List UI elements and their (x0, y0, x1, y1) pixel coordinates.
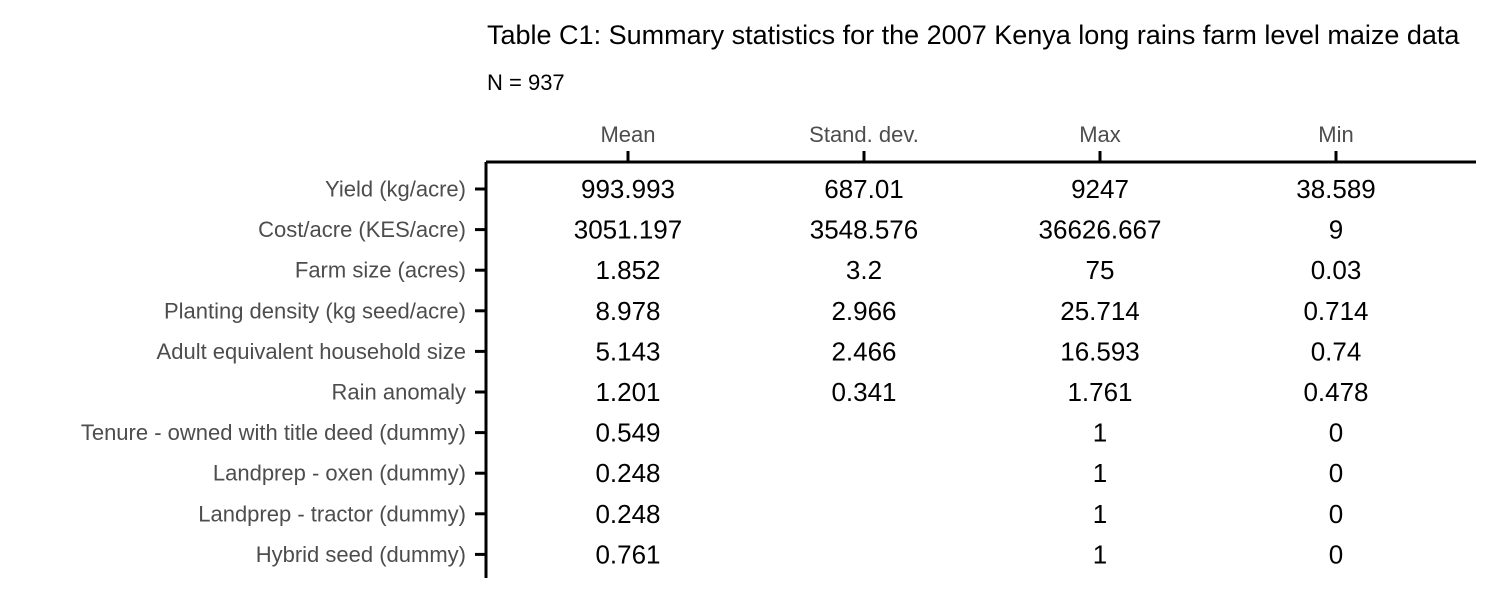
table-cell: 25.714 (1060, 296, 1140, 326)
column-label: Mean (600, 122, 655, 147)
table-cell: 3548.576 (810, 215, 918, 245)
table-cell: 993.993 (581, 174, 675, 204)
table-axes (475, 151, 1476, 578)
table-cell: 5.143 (595, 336, 660, 366)
table-cell: 3051.197 (574, 215, 682, 245)
row-label: Hybrid seed (dummy) (256, 542, 466, 567)
row-label: Landprep - tractor (dummy) (198, 501, 466, 526)
table-cell: 0.714 (1303, 296, 1368, 326)
column-label: Min (1318, 122, 1353, 147)
row-label: Yield (kg/acre) (325, 177, 466, 202)
table-cell: 1.201 (595, 377, 660, 407)
table-cell: 1 (1093, 458, 1107, 488)
table-cell: 3.2 (846, 255, 882, 285)
table-cell: 687.01 (824, 174, 904, 204)
row-label: Cost/acre (KES/acre) (258, 217, 466, 242)
table-cell: 0.478 (1303, 377, 1368, 407)
table-cell: 1.761 (1067, 377, 1132, 407)
table-cell: 2.466 (831, 336, 896, 366)
table-cell: 38.589 (1296, 174, 1376, 204)
table-cell: 0.03 (1311, 255, 1362, 285)
table-cell: 9247 (1071, 174, 1129, 204)
table-cell: 0.74 (1311, 336, 1362, 366)
row-label: Planting density (kg seed/acre) (164, 298, 466, 323)
table-cell: 0.341 (831, 377, 896, 407)
row-label: Landprep - oxen (dummy) (213, 461, 466, 486)
table-cell: 16.593 (1060, 336, 1140, 366)
table-cell: 0.761 (595, 539, 660, 569)
table-cell: 36626.667 (1039, 215, 1162, 245)
table-cell: 1 (1093, 539, 1107, 569)
table-cell: 0.248 (595, 499, 660, 529)
row-label: Farm size (acres) (295, 258, 466, 283)
table-cell: 0.248 (595, 458, 660, 488)
table-cell: 0 (1329, 458, 1343, 488)
table-cell: 0.549 (595, 418, 660, 448)
table-cell: 8.978 (595, 296, 660, 326)
chart-title: Table C1: Summary statistics for the 200… (487, 20, 1460, 50)
row-labels: Yield (kg/acre) Cost/acre (KES/acre) Farm … (81, 177, 466, 567)
table-cell: 0 (1329, 539, 1343, 569)
table-cell: 0 (1329, 418, 1343, 448)
table-cells: 993.993 687.01 9247 38.589 3051.197 3548.576 3… (574, 174, 1376, 569)
chart-subtitle: N = 937 (487, 70, 565, 95)
table-cell: 1 (1093, 418, 1107, 448)
row-label: Rain anomaly (331, 380, 466, 405)
table-cell: 1 (1093, 499, 1107, 529)
row-label: Adult equivalent household size (157, 339, 466, 364)
table-cell: 2.966 (831, 296, 896, 326)
row-label: Tenure - owned with title deed (dummy) (81, 420, 466, 445)
table-cell: 0 (1329, 499, 1343, 529)
column-labels: Mean Stand. dev. Max Min (600, 122, 1353, 147)
column-label: Stand. dev. (809, 122, 919, 147)
table-cell: 75 (1086, 255, 1115, 285)
table-cell: 9 (1329, 215, 1343, 245)
table-cell: 1.852 (595, 255, 660, 285)
column-label: Max (1079, 122, 1121, 147)
